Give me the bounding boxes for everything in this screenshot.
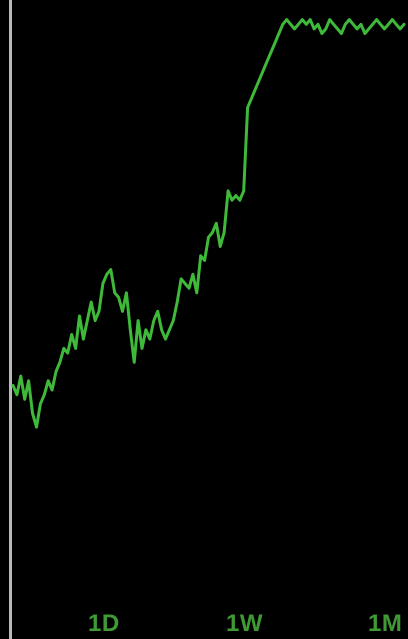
left-edge-rail <box>9 0 12 639</box>
range-tab-1m[interactable]: 1M <box>368 610 403 637</box>
range-tab-1w[interactable]: 1W <box>226 610 263 637</box>
range-tab-1d[interactable]: 1D <box>88 610 120 637</box>
price-series-line <box>11 18 406 429</box>
price-line-chart <box>11 18 406 429</box>
